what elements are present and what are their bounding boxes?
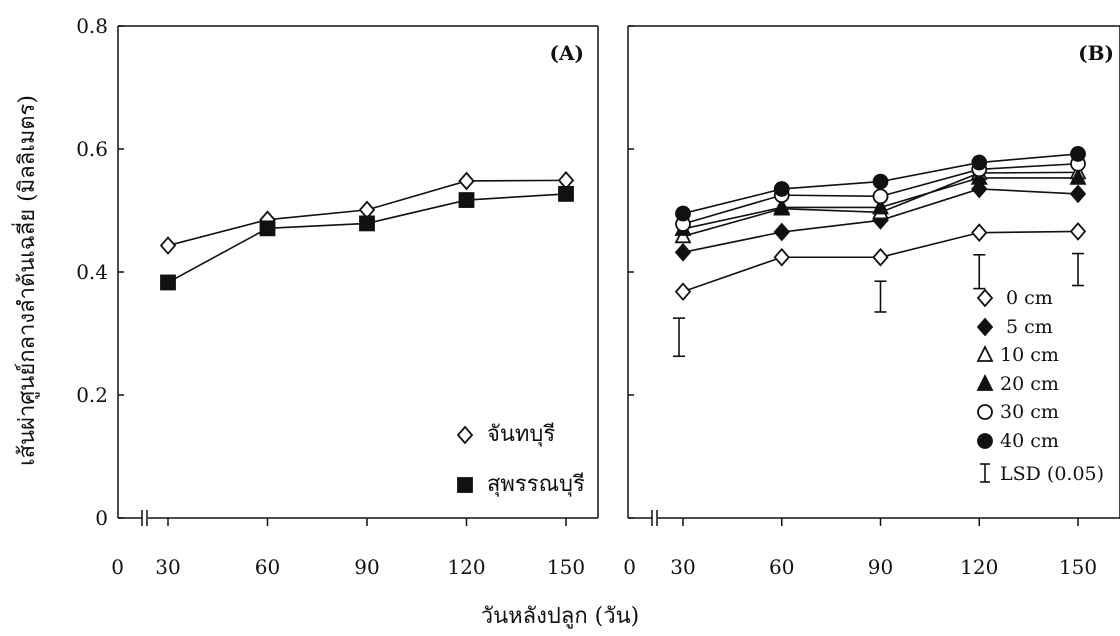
y-tick-label: 0.4: [76, 260, 108, 284]
x-axis-title: วันหลังปลูก (วัน): [0, 598, 1120, 633]
data-point-a-1: [460, 193, 474, 207]
y-axis-title: เส้นผ่าศูนย์กลางลำต้นเฉลี่ย (มิลลิเมตร): [6, 0, 46, 560]
legend-label: 10 cm: [1000, 344, 1059, 366]
legend-marker: [978, 319, 992, 335]
legend-label: 0 cm: [1006, 287, 1053, 309]
data-point-b-5: [972, 156, 986, 170]
data-point-b-0: [874, 249, 888, 265]
y-tick-label: 0.2: [76, 383, 108, 407]
data-point-b-5: [874, 175, 888, 189]
x-tick-label: 0: [623, 555, 636, 579]
data-point-b-5: [676, 207, 690, 221]
legend-marker: [978, 405, 992, 419]
legend-marker: [458, 478, 472, 492]
x-tick-label: 60: [255, 555, 280, 579]
x-tick-label: 120: [960, 555, 998, 579]
data-point-b-5: [1071, 147, 1085, 161]
x-tick-label: 120: [447, 555, 485, 579]
x-tick-label: 30: [155, 555, 180, 579]
y-tick-label: 0.6: [76, 137, 108, 161]
data-point-a-1: [161, 275, 175, 289]
x-tick-label: 0: [111, 555, 124, 579]
x-tick-label: 150: [547, 555, 585, 579]
x-tick-label: 60: [769, 555, 794, 579]
panel-a-label: (A): [550, 41, 584, 65]
data-point-b-0: [972, 225, 986, 241]
data-point-a-1: [261, 221, 275, 235]
legend-marker: [978, 347, 992, 361]
legend-marker: [978, 290, 992, 306]
legend-marker: [978, 376, 992, 390]
data-point-b-1: [676, 244, 690, 260]
data-point-b-0: [775, 249, 789, 265]
data-point-a-0: [559, 172, 573, 188]
x-tick-label: 90: [354, 555, 379, 579]
legend-marker: [458, 427, 472, 443]
data-point-b-0: [1071, 223, 1085, 239]
data-point-a-1: [559, 187, 573, 201]
legend-label: 40 cm: [1000, 430, 1059, 452]
x-tick-label: 150: [1059, 555, 1097, 579]
legend-label: 30 cm: [1000, 401, 1059, 423]
legend-label: LSD (0.05): [1000, 463, 1104, 485]
data-point-a-0: [460, 173, 474, 189]
panel-b-label: (B): [1078, 41, 1114, 65]
legend-label: จันทบุรี: [487, 422, 555, 447]
legend-label: 20 cm: [1000, 373, 1059, 395]
y-axis-title-text: เส้นผ่าศูนย์กลางลำต้นเฉลี่ย (มิลลิเมตร): [9, 95, 44, 466]
x-tick-label: 90: [868, 555, 893, 579]
data-point-b-0: [676, 284, 690, 300]
data-point-a-0: [360, 202, 374, 218]
data-point-b-5: [775, 182, 789, 196]
x-tick-label: 30: [670, 555, 695, 579]
data-point-a-0: [161, 238, 175, 254]
legend-label: สุพรรณบุรี: [487, 472, 585, 497]
legend-marker: [978, 434, 992, 448]
y-tick-label: 0: [95, 506, 108, 530]
data-point-a-1: [360, 216, 374, 230]
data-point-b-1: [1071, 186, 1085, 202]
data-point-b-4: [874, 189, 888, 203]
y-tick-label: 0.8: [76, 14, 108, 38]
legend-label: 5 cm: [1006, 316, 1053, 338]
data-point-b-1: [775, 224, 789, 240]
